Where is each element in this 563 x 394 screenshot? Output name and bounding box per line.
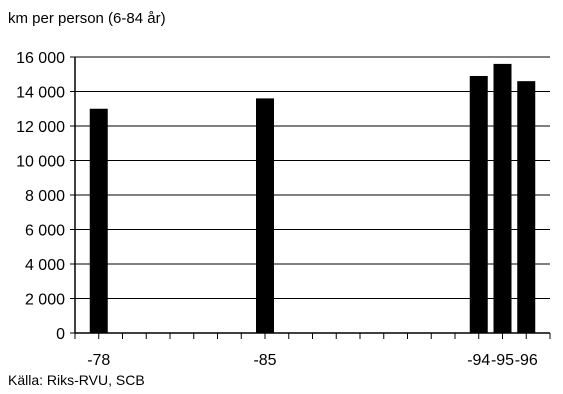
y-tick-label: 2 000 bbox=[25, 292, 65, 309]
x-axis-ticks: -78 -85 -94 -95 -96 bbox=[74, 333, 551, 369]
x-tick-label: -85 bbox=[253, 352, 276, 369]
x-tick-label: -95 bbox=[491, 352, 514, 369]
y-tick-label: 4 000 bbox=[25, 257, 65, 274]
y-axis-label: km per person (6-84 år) bbox=[8, 10, 166, 27]
x-tick-label: -96 bbox=[515, 352, 538, 369]
y-tick-label: 6 000 bbox=[25, 223, 65, 240]
y-tick-label: 12 000 bbox=[16, 119, 65, 136]
y-axis-ticks: 0 2 000 4 000 6 000 8 000 10 000 12 000 14 000 1… bbox=[16, 50, 75, 343]
bar--94 bbox=[469, 75, 488, 333]
x-tick-label: -78 bbox=[87, 352, 110, 369]
y-tick-label: 10 000 bbox=[16, 154, 65, 171]
source-note: Källa: Riks-RVU, SCB bbox=[8, 372, 145, 388]
bar--96 bbox=[517, 81, 536, 334]
bar--85 bbox=[256, 98, 274, 334]
y-tick-label: 16 000 bbox=[16, 50, 65, 67]
bar--78 bbox=[89, 108, 108, 333]
y-tick-label: 14 000 bbox=[16, 85, 65, 102]
x-tick-label: -94 bbox=[467, 352, 490, 369]
y-tick-label: 8 000 bbox=[25, 188, 65, 205]
y-tick-label: 0 bbox=[56, 326, 65, 343]
bars bbox=[89, 63, 536, 334]
bar--95 bbox=[493, 63, 512, 334]
